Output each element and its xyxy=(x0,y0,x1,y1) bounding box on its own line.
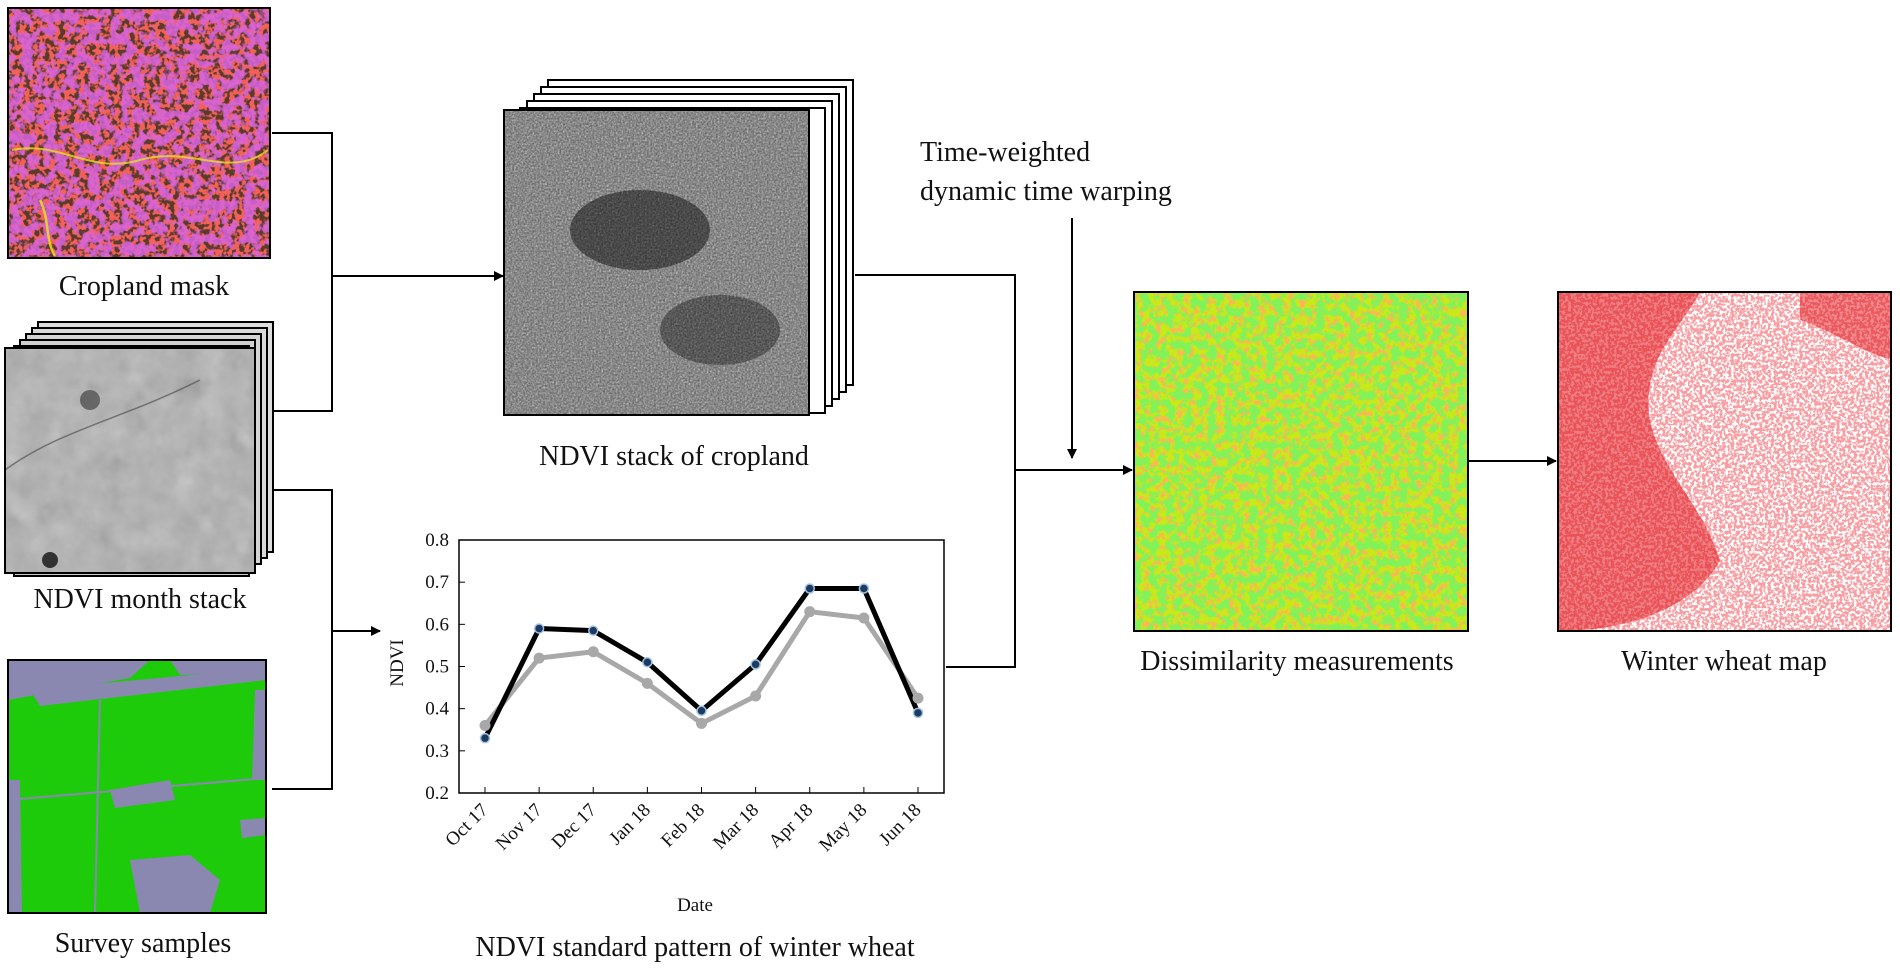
wheat-red-regions xyxy=(1558,292,1891,631)
series-point xyxy=(533,623,545,634)
dissimilarity-green-speckle xyxy=(1134,292,1468,631)
x-axis-label: Date xyxy=(677,895,713,916)
ndvi-month-stack-image xyxy=(4,321,274,577)
y-tick-label: 0.7 xyxy=(425,572,449,593)
series-point xyxy=(479,732,491,744)
ndvi-pattern-chart: 0.2 0.3 0.4 0.5 0.6 0.7 0.8 Oct 17 Nov 17 Dec 17… xyxy=(387,530,945,916)
x-tick-label: Jun 18 xyxy=(875,800,925,850)
series-point xyxy=(641,677,653,689)
survey-samples-border xyxy=(7,659,267,914)
wheat-map-border xyxy=(1557,291,1892,632)
series-point xyxy=(696,705,707,717)
winter-wheat-map-caption: Winter wheat map xyxy=(1621,646,1827,677)
upper-bracket xyxy=(272,132,333,412)
y-tick-label: 0.6 xyxy=(425,614,449,635)
y-tick-label: 0.3 xyxy=(425,741,449,762)
dissimilarity-caption: Dissimilarity measurements xyxy=(1140,646,1453,677)
series-point xyxy=(479,720,491,732)
ndvi-stack-dark-region xyxy=(570,190,710,270)
x-tick-label: Feb 18 xyxy=(657,800,709,852)
cropland-mask-caption: Cropland mask xyxy=(59,271,229,302)
x-tick-label: May 18 xyxy=(815,800,871,856)
survey-samples-caption: Survey samples xyxy=(55,928,232,959)
chart-series xyxy=(479,583,924,744)
survey-gray-parcel xyxy=(130,855,220,913)
series-point xyxy=(696,717,707,729)
y-tick-label: 0.8 xyxy=(425,530,449,551)
survey-field-boundary xyxy=(94,699,101,914)
x-axis-ticks: Oct 17 Nov 17 Dec 17 Jan 18 Feb 18 Mar 18 Apr … xyxy=(441,787,926,856)
winter-wheat-map-image xyxy=(1557,291,1892,632)
ndvi-stack-cropland-image xyxy=(503,79,854,416)
series-point xyxy=(750,659,761,670)
ndvi-stack-caption: NDVI stack of cropland xyxy=(539,441,809,472)
x-tick-label: Oct 17 xyxy=(441,800,492,851)
series-point xyxy=(912,707,924,719)
series-point xyxy=(804,606,816,618)
x-tick-label: Apr 18 xyxy=(765,800,818,853)
wheat-dense-region-top-right xyxy=(1800,292,1891,360)
twdtw-label-line1: Time-weighted xyxy=(920,137,1090,168)
ndvi-month-stack-caption: NDVI month stack xyxy=(33,584,246,615)
survey-field-boundary xyxy=(7,777,267,801)
cropland-mask-image xyxy=(7,7,271,259)
ndvi-month-dark-patch xyxy=(80,390,100,410)
y-axis-label: NDVI xyxy=(387,639,408,687)
x-tick-label: Mar 18 xyxy=(709,800,763,854)
survey-gray-parcel xyxy=(240,818,266,838)
input-connectors xyxy=(272,132,504,790)
dissimilarity-border xyxy=(1133,291,1469,632)
ndvi-stack-dark-region xyxy=(660,295,780,365)
twdtw-label-line2: dynamic time warping xyxy=(920,176,1172,207)
series-point xyxy=(533,652,545,664)
ndvi-month-dark-patch xyxy=(42,552,58,568)
wheat-dense-region-left xyxy=(1558,292,1720,631)
y-tick-label: 0.5 xyxy=(425,657,449,678)
series-point xyxy=(587,646,599,658)
survey-gray-parcel xyxy=(252,690,266,780)
survey-gray-parcel xyxy=(8,780,22,913)
ndvi-pattern-caption: NDVI standard pattern of winter wheat xyxy=(475,932,915,963)
series-point xyxy=(858,583,870,594)
series-point xyxy=(642,657,653,668)
series-point xyxy=(912,692,924,704)
series-point xyxy=(804,583,815,594)
ndvi-month-road xyxy=(4,379,201,471)
y-axis-ticks: 0.2 0.3 0.4 0.5 0.6 0.7 0.8 xyxy=(425,530,465,804)
y-tick-label: 0.4 xyxy=(425,699,449,720)
y-tick-label: 0.2 xyxy=(425,783,449,804)
survey-gray-parcel xyxy=(30,668,266,706)
survey-samples-image xyxy=(7,659,267,914)
series-point xyxy=(858,612,870,624)
series-point xyxy=(588,625,599,636)
ndvi-month-border xyxy=(4,347,256,574)
series-point xyxy=(750,690,762,702)
x-tick-label: Nov 17 xyxy=(492,800,547,855)
dissimilarity-image xyxy=(1133,291,1469,632)
lower-bracket xyxy=(272,489,333,790)
chart-plot-area xyxy=(458,539,945,794)
x-tick-label: Jan 18 xyxy=(605,800,655,850)
cropland-mask-border xyxy=(7,7,271,259)
cropland-yellow-stream xyxy=(38,199,57,257)
ndvi-stack-texture xyxy=(504,110,809,415)
x-tick-label: Dec 17 xyxy=(548,800,601,853)
ndvi-stack-border xyxy=(503,109,810,416)
ndvi-month-texture xyxy=(5,348,255,573)
cropland-purple-speckle xyxy=(8,8,270,258)
cropland-yellow-river xyxy=(11,147,269,165)
middle-connectors xyxy=(855,218,1557,668)
